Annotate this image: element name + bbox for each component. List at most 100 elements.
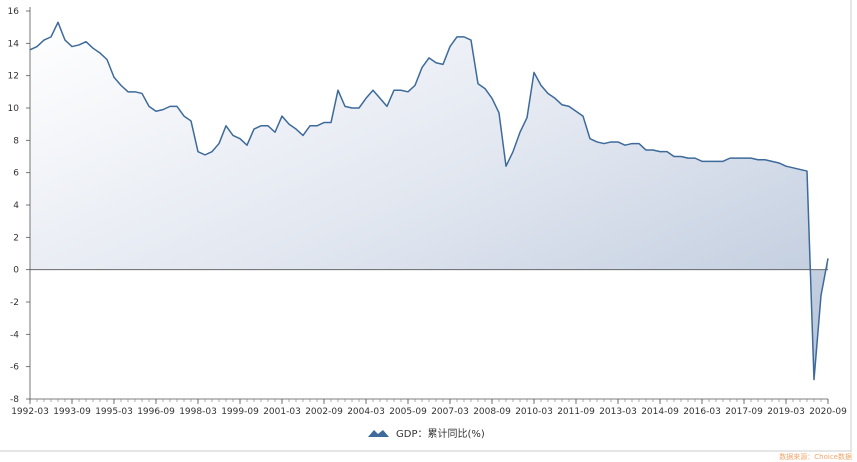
- data-point: [50, 36, 52, 38]
- data-point: [246, 144, 248, 146]
- data-point: [673, 155, 675, 157]
- data-point: [435, 62, 437, 64]
- data-point: [36, 45, 38, 47]
- data-point: [204, 154, 206, 156]
- data-point: [596, 141, 598, 143]
- data-point: [190, 120, 192, 122]
- data-point: [239, 138, 241, 140]
- data-point: [113, 76, 115, 78]
- data-point: [575, 110, 577, 112]
- data-point: [120, 84, 122, 86]
- legend[interactable]: GDP：累计同比(%): [368, 427, 485, 440]
- data-point: [694, 157, 696, 159]
- x-tick-label: 2010-03: [515, 407, 553, 417]
- series-line: [29, 21, 829, 381]
- data-point: [561, 104, 563, 106]
- data-point: [463, 36, 465, 38]
- data-point: [134, 91, 136, 93]
- data-point: [652, 149, 654, 151]
- x-tick-label: 2014-09: [641, 407, 679, 417]
- data-point: [288, 123, 290, 125]
- x-tick-label: 2016-03: [683, 407, 721, 417]
- y-tick-label: -6: [10, 363, 19, 373]
- data-point: [582, 115, 584, 117]
- data-point: [736, 157, 738, 159]
- data-point: [85, 41, 87, 43]
- data-point: [407, 91, 409, 93]
- data-point: [456, 36, 458, 38]
- y-tick-label: 16: [8, 7, 20, 17]
- data-point: [715, 160, 717, 162]
- data-point: [43, 39, 45, 41]
- data-point: [183, 115, 185, 117]
- data-point: [449, 45, 451, 47]
- data-point: [281, 115, 283, 117]
- data-point: [589, 138, 591, 140]
- data-point: [792, 167, 794, 169]
- data-point: [645, 149, 647, 151]
- data-point: [232, 134, 234, 136]
- data-point: [659, 150, 661, 152]
- data-point: [442, 63, 444, 65]
- data-point: [274, 131, 276, 133]
- data-point: [827, 257, 829, 259]
- y-tick-label: 2: [13, 233, 19, 243]
- x-tick-label: 1992-03: [11, 407, 49, 417]
- data-point: [820, 294, 822, 296]
- x-tick-label: 2007-03: [431, 407, 469, 417]
- data-point: [813, 378, 815, 380]
- x-tick-label: 2005-09: [389, 407, 427, 417]
- data-point: [351, 107, 353, 109]
- data-point: [127, 91, 129, 93]
- x-tick-label: 2020-09: [809, 407, 847, 417]
- data-point: [722, 160, 724, 162]
- data-point: [477, 83, 479, 85]
- data-point: [680, 155, 682, 157]
- y-tick-label: 4: [13, 201, 19, 211]
- data-point: [309, 125, 311, 127]
- x-tick-label: 1993-09: [53, 407, 91, 417]
- data-point: [666, 150, 668, 152]
- data-point: [785, 165, 787, 167]
- data-point: [533, 71, 535, 73]
- data-point: [799, 168, 801, 170]
- data-point: [323, 121, 325, 123]
- data-point: [610, 141, 612, 143]
- data-point: [771, 160, 773, 162]
- data-point: [400, 89, 402, 91]
- data-point: [764, 159, 766, 161]
- data-point: [638, 142, 640, 144]
- data-point: [344, 105, 346, 107]
- x-tick-label: 2011-09: [557, 407, 595, 417]
- data-point: [393, 89, 395, 91]
- data-point: [330, 121, 332, 123]
- data-point: [372, 89, 374, 91]
- x-tick-label: 2019-03: [767, 407, 805, 417]
- data-point: [71, 45, 73, 47]
- data-point: [169, 105, 171, 107]
- data-point: [365, 97, 367, 99]
- data-point: [337, 89, 339, 91]
- data-point: [141, 92, 143, 94]
- x-tick-label: 1998-03: [179, 407, 217, 417]
- data-point: [260, 125, 262, 127]
- series-area-fill: [30, 22, 828, 380]
- data-point: [148, 105, 150, 107]
- data-point: [155, 110, 157, 112]
- data-point: [701, 160, 703, 162]
- data-point: [631, 142, 633, 144]
- area-layer: [29, 21, 829, 381]
- data-point: [106, 58, 108, 60]
- y-tick-label: -4: [10, 330, 19, 340]
- x-tick-label: 2004-03: [347, 407, 385, 417]
- x-tick-label: 1996-09: [137, 407, 175, 417]
- legend-label: GDP：累计同比(%): [396, 427, 485, 440]
- data-point: [316, 125, 318, 127]
- data-point: [505, 165, 507, 167]
- source-note: 数据来源：Choice数据: [779, 452, 852, 461]
- x-tick-label: 1999-09: [221, 407, 259, 417]
- x-tick-label: 2008-09: [473, 407, 511, 417]
- data-point: [778, 162, 780, 164]
